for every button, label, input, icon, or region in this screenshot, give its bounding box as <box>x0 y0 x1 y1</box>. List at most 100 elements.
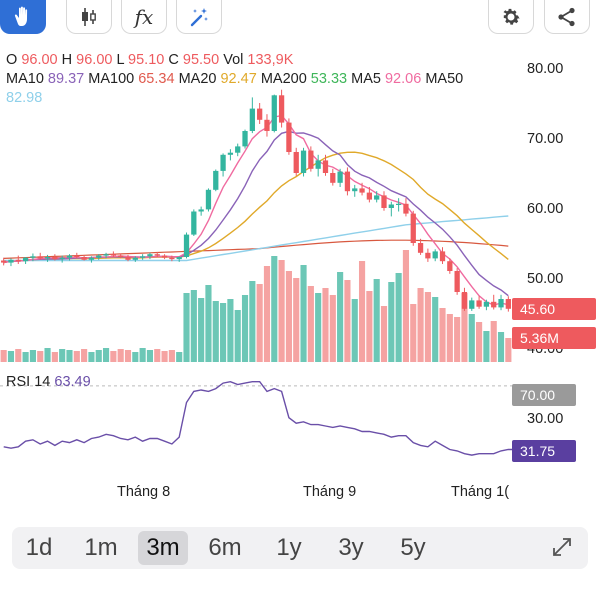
candle-body <box>147 254 153 257</box>
candle-body <box>293 152 299 173</box>
volume-bar <box>124 350 132 362</box>
ma50-label: MA50 <box>425 71 464 87</box>
candle-body <box>235 146 241 153</box>
candle-body <box>205 189 212 210</box>
volume-bar <box>44 348 51 362</box>
indicator-button[interactable]: fx <box>121 0 167 34</box>
volume-bar <box>380 306 388 362</box>
open-value: 96.00 <box>21 52 58 68</box>
candle-body <box>308 150 314 169</box>
ohlc-row: O 96.00 H 96.00 L 95.10 C 95.50 Vol 133,… <box>6 51 526 70</box>
volume-bar <box>117 349 124 362</box>
candle-body <box>315 160 321 169</box>
candle-body <box>110 254 117 256</box>
chart-toolbar: fx <box>0 0 600 36</box>
ma-row-2: 82.98 <box>6 89 526 108</box>
expand-icon[interactable] <box>550 535 574 559</box>
volume-bar <box>205 285 212 362</box>
candle-body <box>469 300 475 309</box>
ma10-line <box>3 130 509 297</box>
candle-body <box>74 255 80 257</box>
candle-body <box>15 259 21 262</box>
volume-bar <box>110 351 117 362</box>
draw-cursor-button[interactable] <box>0 0 46 34</box>
period-5y[interactable]: 5y <box>400 534 426 561</box>
volume-bar <box>51 352 58 362</box>
candle-body <box>264 119 270 131</box>
volume-bar <box>249 281 256 362</box>
rsi-label: RSI 14 <box>6 374 51 390</box>
time-label-sep: Tháng 9 <box>303 484 357 500</box>
hand-pointer-icon <box>14 6 28 26</box>
volume-bar <box>22 352 29 362</box>
period-3m[interactable]: 3m <box>138 531 188 565</box>
ma100-label: MA100 <box>88 71 135 87</box>
period-1d[interactable]: 1d <box>25 534 53 561</box>
share-icon <box>558 7 575 26</box>
candle-body <box>8 259 14 263</box>
candle-body <box>37 256 43 259</box>
period-1m[interactable]: 1m <box>84 534 118 561</box>
ma20-label: MA20 <box>178 71 217 87</box>
volume-bar <box>227 299 234 362</box>
candle-body <box>198 209 204 212</box>
candle-body <box>425 252 431 259</box>
volume-bar <box>212 301 219 362</box>
period-selector: 1d 1m 3m 6m 1y 3y 5y <box>12 527 588 569</box>
rsi-value: 63.49 <box>54 374 91 390</box>
volume-bar <box>263 266 271 362</box>
volume-bar <box>490 321 497 362</box>
ma20-value: 92.47 <box>220 71 257 87</box>
volume-bar <box>410 304 417 362</box>
volume-bar <box>183 293 190 362</box>
period-1y[interactable]: 1y <box>276 534 302 561</box>
volume-bar <box>446 314 453 362</box>
volume-bar <box>59 349 66 362</box>
candle-body <box>476 300 482 307</box>
volume-bar <box>322 288 329 362</box>
ma200-label: MA200 <box>260 71 307 87</box>
settings-button[interactable] <box>488 0 534 34</box>
volume-bar <box>146 350 154 362</box>
candle-body <box>300 150 307 173</box>
volume-bar <box>476 322 483 362</box>
candle-body <box>344 171 351 192</box>
close-label: C <box>168 52 179 68</box>
candle-body <box>410 213 416 243</box>
volume-bar <box>417 288 424 362</box>
candle-body <box>169 257 175 260</box>
chart-legend: O 96.00 H 96.00 L 95.10 C 95.50 Vol 133,… <box>6 51 526 108</box>
candle-body <box>81 257 87 260</box>
ma50-line <box>3 215 509 262</box>
ma50-value: 82.98 <box>6 90 43 106</box>
candle-body <box>132 257 138 260</box>
candle-body <box>220 154 226 171</box>
ma20-line <box>3 151 509 264</box>
volume-bar <box>220 303 227 362</box>
period-3y[interactable]: 3y <box>338 534 364 561</box>
volume-bar <box>15 349 22 362</box>
price-axis-tick: 80.00 <box>527 61 563 77</box>
volume-bar <box>241 295 249 362</box>
candle-body <box>366 192 373 200</box>
chart-type-button[interactable] <box>66 0 112 34</box>
volume-bar <box>102 348 110 362</box>
candle-body <box>278 95 285 123</box>
volume-bar <box>366 291 373 362</box>
volume-label: Vol <box>223 52 244 68</box>
last-price-tag: 45.60 <box>512 298 596 320</box>
magic-wand-icon <box>190 7 208 26</box>
gear-icon <box>503 8 520 25</box>
volume-bar <box>424 292 431 362</box>
candle-body <box>454 271 460 292</box>
volume-bar <box>190 290 197 362</box>
candle-body <box>139 256 146 258</box>
low-label: L <box>116 52 125 68</box>
period-6m[interactable]: 6m <box>208 534 242 561</box>
magic-tools-button[interactable] <box>176 0 222 34</box>
candle-body <box>103 254 109 256</box>
candle-body <box>381 195 387 208</box>
price-axis-tick: 70.00 <box>527 131 563 147</box>
share-button[interactable] <box>544 0 590 34</box>
